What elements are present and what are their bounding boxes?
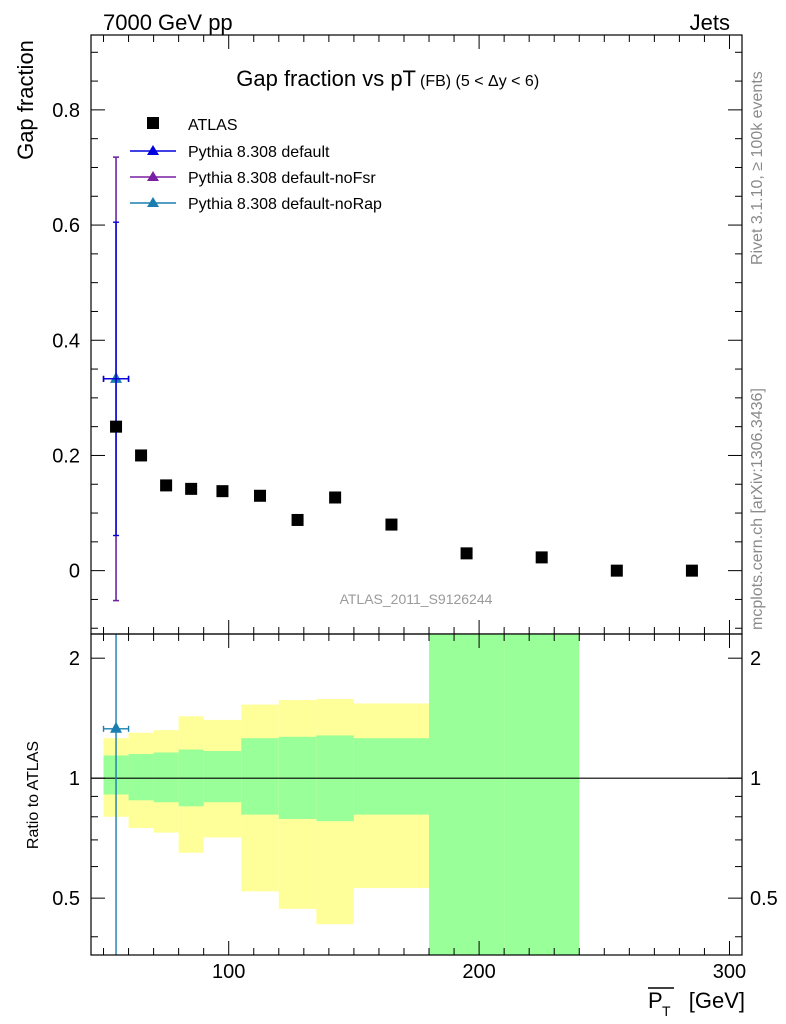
ratio-y-tick-label-left: 0.5 bbox=[52, 888, 80, 910]
x-tick-label: 100 bbox=[212, 961, 245, 983]
ratio-mc-marker bbox=[110, 721, 123, 733]
legend-atlas-marker bbox=[147, 117, 159, 129]
ratio-panel: 100 200 300 0.5 0.5 1 1 2 2 bbox=[52, 633, 778, 983]
ratio-y-tick-label-right: 1 bbox=[750, 768, 761, 790]
main-y-tick-label: 0.8 bbox=[52, 100, 80, 122]
atlas-data-point bbox=[685, 564, 698, 577]
atlas-data-point bbox=[160, 479, 173, 492]
ratio-y-axis-label: Ratio to ATLAS bbox=[25, 741, 42, 849]
green-band-bin bbox=[504, 634, 580, 955]
green-band-bin bbox=[429, 634, 505, 955]
atlas-data-point bbox=[110, 420, 123, 433]
analysis-watermark: ATLAS_2011_S9126244 bbox=[340, 591, 493, 607]
main-title: Gap fraction vs pT bbox=[236, 66, 416, 91]
x-axis-label-p: P bbox=[648, 988, 663, 1013]
atlas-data-point bbox=[535, 551, 548, 564]
green-band-bin bbox=[128, 753, 154, 801]
main-panel: 0 0.2 0.4 0.6 0.8 ATLAS_2011_S9126244 bbox=[52, 34, 743, 635]
legend-default-marker bbox=[147, 145, 159, 155]
atlas-data-point bbox=[216, 485, 229, 498]
header-right: Jets bbox=[690, 10, 730, 35]
legend-default-label: Pythia 8.308 default bbox=[188, 144, 330, 161]
atlas-data-point bbox=[185, 482, 198, 495]
main-y-tick-label: 0 bbox=[69, 561, 80, 583]
ratio-y-tick-label-left: 2 bbox=[69, 648, 80, 670]
green-band-bin bbox=[203, 750, 242, 803]
ratio-y-tick-label-left: 1 bbox=[69, 768, 80, 790]
legend-norap-label: Pythia 8.308 default-noRap bbox=[188, 196, 382, 213]
main-title-suffix: (FB) (5 < Δy < 6) bbox=[420, 73, 539, 90]
legend-norap-marker bbox=[147, 197, 159, 207]
atlas-data-point bbox=[254, 489, 267, 502]
legend: ATLAS Pythia 8.308 default Pythia 8.308 … bbox=[130, 117, 382, 213]
atlas-data-point bbox=[135, 449, 148, 462]
legend-atlas-label: ATLAS bbox=[188, 117, 238, 134]
legend-nofsr-marker bbox=[147, 171, 159, 181]
x-axis-label: [GeV] P T bbox=[648, 987, 745, 1019]
legend-nofsr-label: Pythia 8.308 default-noFsr bbox=[188, 170, 376, 187]
main-y-tick-label: 0.2 bbox=[52, 445, 80, 467]
x-axis-label-sub: T bbox=[662, 1003, 671, 1019]
ratio-y-tick-label-right: 2 bbox=[750, 648, 761, 670]
green-band-bin bbox=[353, 738, 430, 815]
atlas-data-point bbox=[385, 518, 398, 531]
atlas-data-point bbox=[610, 564, 623, 577]
green-band-bin bbox=[153, 752, 179, 803]
header-left: 7000 GeV pp bbox=[103, 10, 233, 35]
main-y-tick-label: 0.4 bbox=[52, 330, 80, 352]
main-y-axis-label: Gap fraction bbox=[13, 40, 38, 160]
x-axis-label-unit: [GeV] bbox=[689, 988, 745, 1013]
green-band-bin bbox=[241, 738, 279, 815]
atlas-data-point bbox=[291, 513, 304, 526]
ratio-y-tick-label-right: 0.5 bbox=[750, 888, 778, 910]
rivet-version-label: Rivet 3.1.10, ≥ 100k events bbox=[749, 71, 766, 265]
atlas-data-point bbox=[460, 547, 473, 560]
ratio-frame bbox=[90, 633, 743, 956]
main-y-tick-label: 0.6 bbox=[52, 215, 80, 237]
x-tick-label: 300 bbox=[713, 961, 746, 983]
mcplots-label: mcplots.cern.ch [arXiv:1306.3436] bbox=[749, 388, 766, 630]
x-tick-label: 200 bbox=[462, 961, 495, 983]
atlas-data-point bbox=[329, 491, 342, 504]
